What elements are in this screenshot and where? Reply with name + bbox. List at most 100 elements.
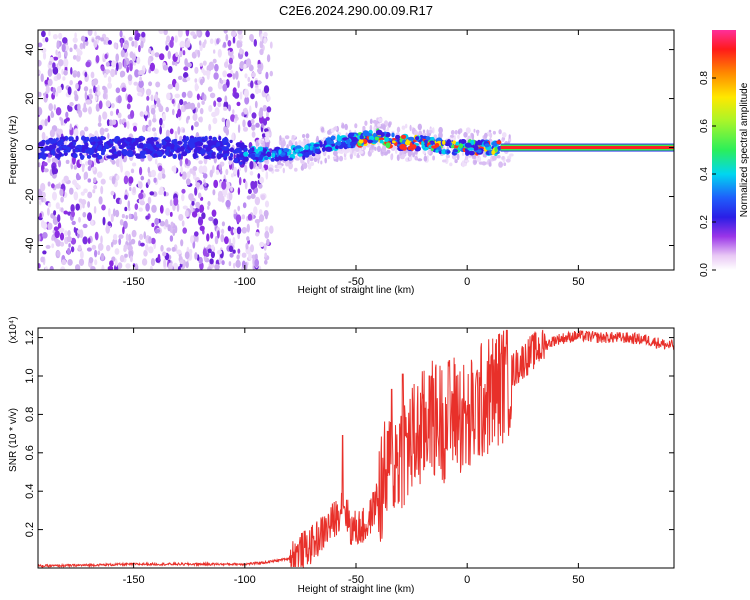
heatmap-ridge-cell — [173, 138, 178, 142]
heatmap-noise-cell — [52, 216, 59, 225]
heatmap-noise-cell — [74, 32, 77, 39]
heatmap-noise-cell — [263, 37, 267, 44]
heatmap-noise-cell — [250, 80, 254, 89]
heatmap-noise-cell — [264, 128, 269, 133]
heatmap-noise-cell — [189, 102, 196, 110]
heatmap-ridge-cell — [407, 136, 415, 141]
heatmap-ridge-cell — [425, 136, 431, 141]
heatmap-noise-cell — [221, 228, 225, 235]
heatmap-noise-cell — [216, 38, 220, 45]
heatmap-ridge-cell — [141, 150, 145, 156]
heatmap-noise-cell — [73, 128, 79, 137]
heatmap-noise-cell — [174, 225, 178, 234]
heatmap-halo-cell — [496, 155, 501, 159]
heatmap-noise-cell — [228, 245, 234, 253]
heatmap-ridge-cell — [69, 142, 74, 146]
heatmap-halo-cell — [473, 153, 477, 160]
heatmap-noise-cell — [196, 93, 200, 101]
heatmap-noise-cell — [199, 62, 203, 67]
heatmap-noise-cell — [53, 210, 57, 216]
heatmap-noise-cell — [254, 219, 261, 224]
heatmap-noise-cell — [48, 103, 53, 112]
heatmap-noise-cell — [264, 230, 270, 239]
heatmap-noise-cell — [40, 220, 45, 228]
heatmap-noise-cell — [209, 38, 214, 45]
heatmap-ridge-cell — [199, 149, 206, 155]
heatmap-noise-cell — [259, 48, 264, 56]
heatmap-noise-cell — [234, 114, 238, 119]
heatmap-noise-cell — [217, 190, 224, 199]
heatmap-halo-cell — [344, 123, 348, 130]
heatmap-halo-cell — [357, 152, 360, 158]
heatmap-halo-cell — [471, 133, 475, 140]
heatmap-ridge-cell — [380, 132, 385, 137]
heatmap-ridge-cell — [81, 136, 85, 141]
heatmap-ridge-cell — [232, 149, 239, 154]
heatmap-noise-cell — [47, 157, 51, 163]
heatmap-ridge-cell — [348, 132, 355, 138]
heatmap-noise-cell — [190, 197, 196, 203]
heatmap-noise-cell — [237, 169, 240, 178]
heatmap-noise-cell — [161, 123, 165, 129]
heatmap-noise-cell — [222, 187, 226, 197]
heatmap-noise-cell — [192, 170, 196, 176]
heatmap-noise-cell — [94, 95, 98, 102]
heatmap-ridge-cell — [118, 152, 122, 157]
heatmap-noise-cell — [73, 165, 78, 170]
heatmap-y-tick-label: 20 — [24, 92, 36, 104]
heatmap-noise-cell — [205, 70, 211, 77]
heatmap-ridge-cell — [229, 152, 234, 158]
heatmap-ridge-cell — [210, 155, 216, 159]
heatmap-noise-cell — [246, 58, 252, 68]
heatmap-ridge-cell — [179, 145, 185, 152]
heatmap-noise-cell — [227, 40, 232, 47]
heatmap-noise-cell — [177, 126, 181, 135]
heatmap-noise-cell — [269, 70, 273, 77]
heatmap-noise-cell — [134, 40, 138, 48]
heatmap-y-tick-label: 40 — [24, 43, 36, 55]
heatmap-ridge-cell — [385, 133, 391, 137]
heatmap-ridge-cell — [222, 153, 228, 158]
heatmap-noise-cell — [139, 200, 145, 206]
heatmap-noise-cell — [184, 103, 190, 110]
heatmap-halo-cell — [390, 153, 393, 161]
heatmap-noise-cell — [162, 64, 169, 71]
heatmap-noise-cell — [172, 262, 179, 270]
heatmap-ridge-cell — [66, 146, 71, 153]
heatmap-noise-cell — [71, 210, 75, 218]
heatmap-noise-cell — [172, 229, 176, 236]
heatmap-noise-cell — [149, 265, 153, 270]
heatmap-ridge-cell — [129, 146, 136, 151]
heatmap-ridge-cell — [468, 150, 475, 156]
heatmap-ridge-cell — [374, 136, 380, 141]
heatmap-noise-cell — [232, 249, 236, 254]
heatmap-ridge-cell — [212, 151, 216, 156]
heatmap-noise-cell — [111, 176, 116, 185]
heatmap-noise-cell — [124, 253, 128, 258]
heatmap-halo-cell — [354, 146, 360, 152]
heatmap-halo-cell — [302, 134, 306, 138]
heatmap-halo-cell — [316, 135, 319, 142]
heatmap-noise-cell — [212, 58, 217, 64]
heatmap-noise-cell — [179, 50, 183, 58]
heatmap-ridge-cell — [437, 145, 442, 152]
heatmap-ridge-cell — [55, 154, 60, 159]
heatmap-ridge-cell — [491, 150, 496, 155]
heatmap-noise-cell — [65, 111, 69, 119]
heatmap-noise-cell — [101, 204, 106, 211]
heatmap-noise-cell — [91, 38, 95, 43]
heatmap-noise-cell — [86, 247, 92, 252]
heatmap-noise-cell — [167, 50, 171, 60]
heatmap-noise-cell — [89, 88, 93, 95]
heatmap-noise-cell — [215, 169, 220, 175]
heatmap-noise-cell — [51, 243, 55, 249]
heatmap-noise-cell — [60, 196, 64, 203]
heatmap-noise-cell — [211, 111, 217, 118]
heatmap-noise-cell — [56, 40, 60, 49]
heatmap-noise-cell — [219, 169, 223, 175]
heatmap-noise-cell — [148, 246, 154, 254]
heatmap-noise-cell — [158, 165, 163, 172]
heatmap-halo-cell — [482, 154, 487, 158]
heatmap-noise-cell — [257, 68, 262, 74]
heatmap-noise-cell — [140, 175, 145, 181]
